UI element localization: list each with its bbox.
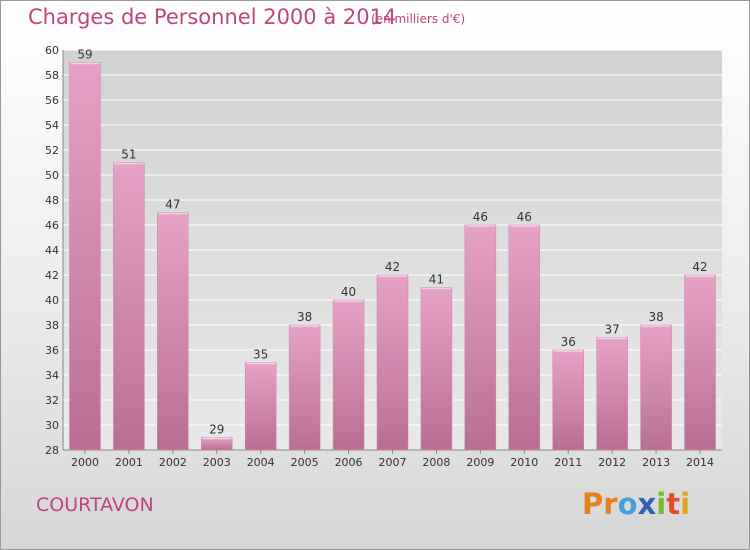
- chart-title: Charges de Personnel 2000 à 2014: [28, 5, 397, 29]
- data-label: 37: [605, 323, 620, 337]
- bar: [420, 287, 453, 451]
- bar: [332, 299, 365, 451]
- x-tick-label: 2000: [71, 456, 99, 469]
- bar: [244, 362, 277, 451]
- data-label: 35: [253, 348, 268, 362]
- labels: 28 30 32 34 36 38 40 42 44 46 48 50 52 54 56 58 60 59 2000…: [45, 44, 714, 469]
- logo-letter: P: [582, 487, 604, 521]
- commune-name: COURTAVON: [36, 494, 154, 516]
- data-label: 42: [692, 260, 707, 274]
- y-tick-label: 58: [45, 69, 59, 82]
- y-tick-label: 34: [45, 369, 59, 382]
- bar: [376, 274, 409, 451]
- y-tick-label: 48: [45, 194, 59, 207]
- x-tick-label: 2005: [291, 456, 319, 469]
- y-tick-label: 46: [45, 219, 59, 232]
- data-label: 29: [209, 423, 224, 437]
- y-tick-label: 42: [45, 269, 59, 282]
- x-tick-label: 2014: [686, 456, 714, 469]
- bar: [157, 212, 189, 451]
- bar: [464, 224, 497, 451]
- x-tick-label: 2010: [510, 456, 538, 469]
- x-tick-label: 2011: [554, 456, 582, 469]
- y-tick-label: 56: [45, 94, 59, 107]
- y-tick-label: 28: [45, 444, 59, 457]
- data-label: 38: [648, 310, 663, 324]
- unit-note: (en milliers d'€): [371, 12, 466, 26]
- x-tick-label: 2004: [247, 456, 275, 469]
- bar: [508, 224, 541, 451]
- data-label: 59: [77, 48, 92, 62]
- x-tick-label: 2008: [422, 456, 450, 469]
- y-tick-label: 30: [45, 419, 59, 432]
- x-tick-label: 2001: [115, 456, 143, 469]
- bar: [640, 324, 672, 451]
- y-tick-label: 36: [45, 344, 59, 357]
- bar: [113, 162, 145, 451]
- x-tick-label: 2006: [335, 456, 363, 469]
- y-tick-label: 52: [45, 144, 59, 157]
- data-label: 40: [341, 285, 356, 299]
- data-label: 41: [429, 273, 444, 287]
- y-tick-label: 60: [45, 44, 59, 57]
- y-tick-label: 44: [45, 244, 59, 257]
- y-tick-label: 38: [45, 319, 59, 332]
- bar: [596, 337, 628, 451]
- x-tick-label: 2013: [642, 456, 670, 469]
- logo-letter: o: [617, 487, 638, 521]
- bar: [69, 62, 101, 451]
- data-label: 42: [385, 260, 400, 274]
- x-tick-label: 2002: [159, 456, 187, 469]
- data-label: 47: [165, 198, 180, 212]
- bar: [288, 324, 321, 451]
- bar: [684, 274, 716, 451]
- data-label: 36: [561, 335, 576, 349]
- proxiti-logo: Proxiti: [582, 487, 690, 521]
- data-label: 51: [121, 148, 136, 162]
- bar: [201, 437, 233, 451]
- bar: [552, 349, 584, 451]
- logo-letter: i: [656, 487, 667, 521]
- logo-letter: i: [680, 487, 691, 521]
- y-tick-label: 50: [45, 169, 59, 182]
- y-tick-label: 32: [45, 394, 59, 407]
- logo-letter: r: [603, 487, 618, 521]
- logo-letter: x: [637, 487, 657, 521]
- y-tick-label: 54: [45, 119, 59, 132]
- x-tick-label: 2012: [598, 456, 626, 469]
- logo-letter: t: [666, 487, 681, 521]
- y-tick-label: 40: [45, 294, 59, 307]
- data-label: 38: [297, 310, 312, 324]
- data-label: 46: [517, 210, 532, 224]
- x-tick-label: 2009: [466, 456, 494, 469]
- x-tick-label: 2003: [203, 456, 231, 469]
- bars: [69, 62, 716, 451]
- x-tick-label: 2007: [379, 456, 407, 469]
- data-label: 46: [473, 210, 488, 224]
